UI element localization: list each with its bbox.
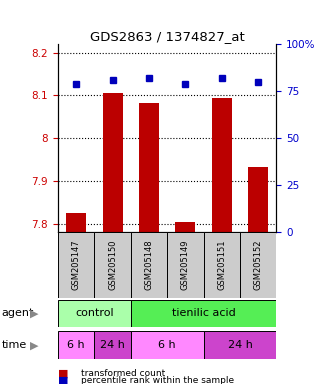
Text: time: time — [2, 340, 27, 350]
Text: ■: ■ — [58, 375, 69, 384]
Bar — [58, 232, 94, 298]
Text: ▶: ▶ — [30, 340, 38, 350]
Text: ■: ■ — [58, 368, 69, 378]
Text: agent: agent — [2, 308, 34, 318]
Bar — [212, 98, 232, 232]
Bar — [167, 232, 204, 298]
Bar — [66, 213, 86, 232]
Text: 6 h: 6 h — [158, 340, 176, 350]
Text: tienilic acid: tienilic acid — [172, 308, 235, 318]
Text: GSM205149: GSM205149 — [181, 240, 190, 290]
Text: GSM205150: GSM205150 — [108, 240, 117, 290]
Text: 24 h: 24 h — [227, 340, 253, 350]
Text: GSM205147: GSM205147 — [71, 240, 81, 290]
Text: GSM205152: GSM205152 — [254, 240, 263, 290]
Bar — [103, 93, 122, 232]
Bar — [58, 300, 131, 327]
Bar — [248, 167, 268, 232]
Bar — [204, 331, 276, 359]
Bar — [131, 232, 167, 298]
Bar — [131, 300, 276, 327]
Bar — [131, 331, 204, 359]
Text: transformed count: transformed count — [81, 369, 166, 378]
Bar — [94, 331, 131, 359]
Text: percentile rank within the sample: percentile rank within the sample — [81, 376, 234, 384]
Text: control: control — [75, 308, 114, 318]
Bar — [240, 232, 276, 298]
Bar — [175, 222, 195, 232]
Bar — [94, 232, 131, 298]
Bar — [204, 232, 240, 298]
Text: ▶: ▶ — [30, 308, 38, 318]
Bar — [58, 331, 94, 359]
Title: GDS2863 / 1374827_at: GDS2863 / 1374827_at — [90, 30, 245, 43]
Bar — [139, 103, 159, 232]
Text: 24 h: 24 h — [100, 340, 125, 350]
Text: 6 h: 6 h — [67, 340, 85, 350]
Text: GSM205148: GSM205148 — [144, 240, 154, 290]
Text: GSM205151: GSM205151 — [217, 240, 226, 290]
